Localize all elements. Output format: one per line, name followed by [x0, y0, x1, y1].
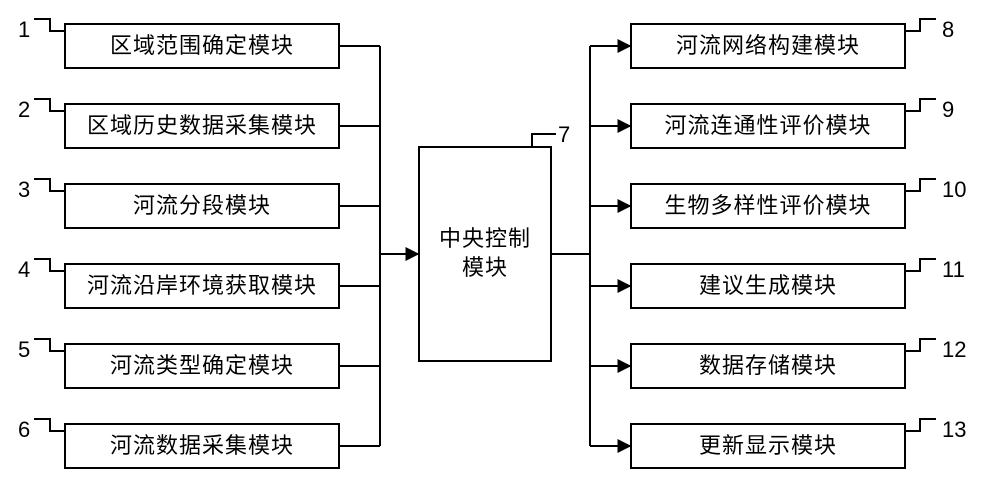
module-box-9: 河流连通性评价模块 [630, 103, 906, 149]
module-number-2: 2 [18, 97, 30, 123]
module-label: 数据存储模块 [699, 352, 837, 381]
module-number-13: 13 [942, 417, 966, 443]
module-number-8: 8 [942, 17, 954, 43]
module-number-5: 5 [18, 337, 30, 363]
diagram-canvas: 中央控制 模块 区域范围确定模块区域历史数据采集模块河流分段模块河流沿岸环境获取模… [0, 0, 1000, 504]
module-number-11: 11 [942, 257, 965, 283]
module-label: 区域范围确定模块 [110, 32, 294, 61]
module-box-13: 更新显示模块 [630, 423, 906, 469]
module-box-10: 生物多样性评价模块 [630, 183, 906, 229]
module-label: 生物多样性评价模块 [664, 192, 871, 221]
module-box-11: 建议生成模块 [630, 263, 906, 309]
module-number-7: 7 [558, 122, 570, 148]
module-label: 河流连通性评价模块 [664, 112, 871, 141]
module-box-4: 河流沿岸环境获取模块 [64, 263, 340, 309]
module-label: 中央控制 模块 [439, 225, 531, 282]
module-number-1: 1 [18, 17, 30, 43]
module-label: 区域历史数据采集模块 [87, 112, 317, 141]
module-label: 更新显示模块 [699, 432, 837, 461]
module-label: 河流数据采集模块 [110, 432, 294, 461]
module-label: 河流沿岸环境获取模块 [87, 272, 317, 301]
module-number-3: 3 [18, 177, 30, 203]
module-box-2: 区域历史数据采集模块 [64, 103, 340, 149]
module-number-6: 6 [18, 417, 30, 443]
module-number-4: 4 [18, 257, 30, 283]
module-label: 河流类型确定模块 [110, 352, 294, 381]
module-box-12: 数据存储模块 [630, 343, 906, 389]
module-number-10: 10 [942, 177, 966, 203]
module-label: 建议生成模块 [699, 272, 837, 301]
module-label: 河流网络构建模块 [676, 32, 860, 61]
module-box-3: 河流分段模块 [64, 183, 340, 229]
module-box-5: 河流类型确定模块 [64, 343, 340, 389]
module-box-8: 河流网络构建模块 [630, 23, 906, 69]
module-number-9: 9 [942, 97, 954, 123]
module-number-12: 12 [942, 337, 966, 363]
module-box-6: 河流数据采集模块 [64, 423, 340, 469]
module-box-1: 区域范围确定模块 [64, 23, 340, 69]
module-box-central: 中央控制 模块 [418, 146, 552, 362]
module-label: 河流分段模块 [133, 192, 271, 221]
